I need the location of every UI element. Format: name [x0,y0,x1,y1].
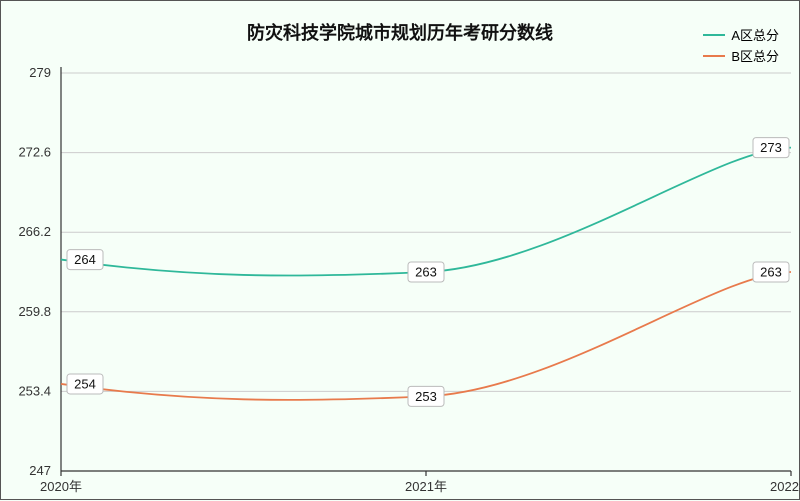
chart-svg: 264 263 273 254 253 263 2020年 2021年 2022年 247 25… [1,1,800,501]
svg-text:2022年: 2022年 [770,479,800,494]
svg-text:2020年: 2020年 [40,479,82,494]
svg-text:264: 264 [74,252,96,267]
svg-text:266.2: 266.2 [18,224,51,239]
x-axis-labels: 2020年 2021年 2022年 [40,479,800,494]
grid-lines [61,73,791,391]
svg-text:272.6: 272.6 [18,145,51,160]
svg-text:263: 263 [760,264,782,279]
y-axis-labels: 247 253.4 259.8 266.2 272.6 279 [18,65,51,478]
chart-container: 防灾科技学院城市规划历年考研分数线 A区总分 B区总分 264263273254… [0,0,800,500]
svg-text:247: 247 [29,463,51,478]
svg-text:2021年: 2021年 [405,479,447,494]
svg-text:273: 273 [760,140,782,155]
svg-text:263: 263 [415,264,437,279]
svg-text:254: 254 [74,376,96,391]
svg-text:253.4: 253.4 [18,383,51,398]
svg-text:279: 279 [29,65,51,80]
svg-text:259.8: 259.8 [18,304,51,319]
svg-text:253: 253 [415,389,437,404]
